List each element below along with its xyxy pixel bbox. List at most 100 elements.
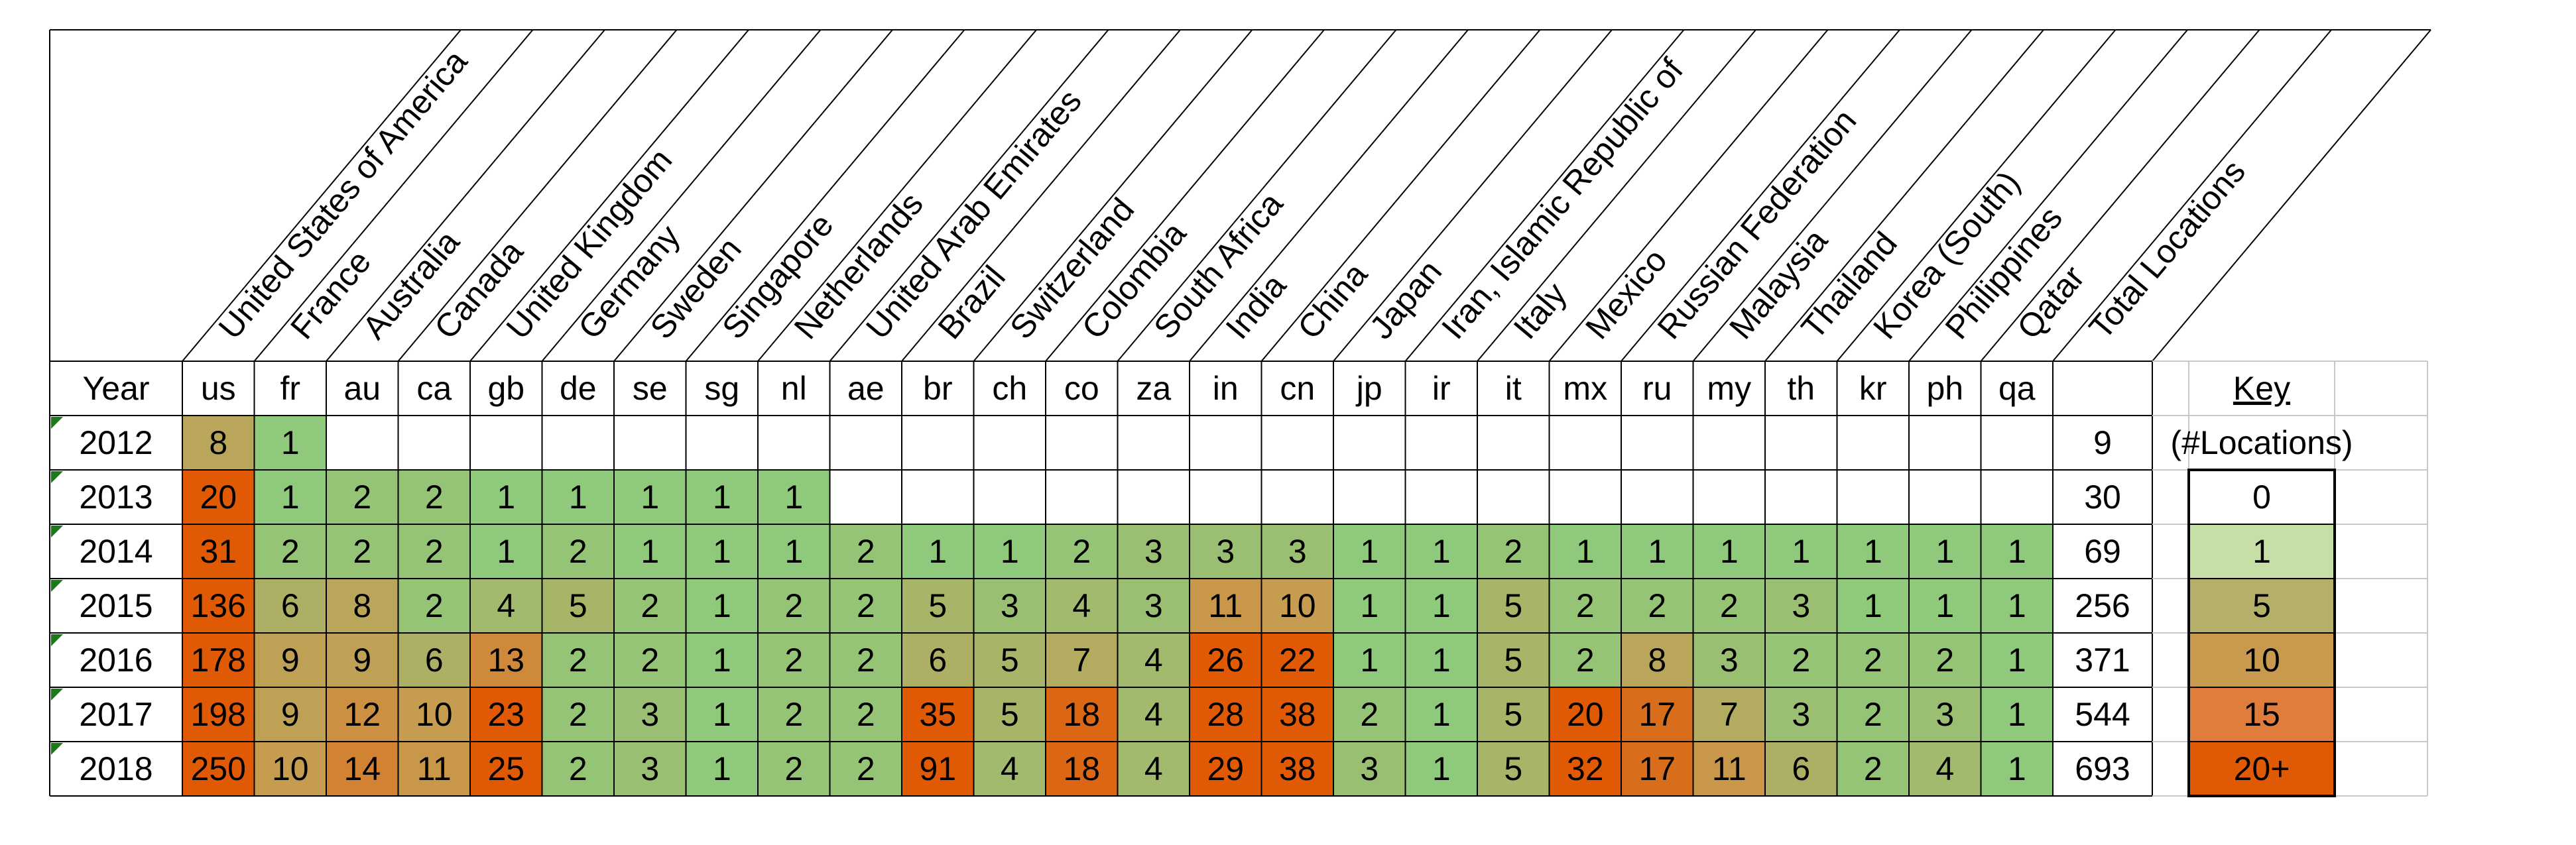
heatmap-cell: [1621, 416, 1693, 470]
header-divider-6: [613, 29, 893, 362]
heatmap-cell: [614, 633, 686, 687]
heatmap-cell: [614, 579, 686, 633]
cell-value: 5: [1001, 642, 1019, 679]
cell-value: 2: [857, 696, 875, 733]
cell-value: 23: [487, 696, 524, 733]
heatmap-cell: [326, 579, 399, 633]
code-header-jp: jp: [1355, 370, 1382, 407]
code-header-br: br: [923, 370, 952, 407]
heatmap-cell: [1909, 633, 1981, 687]
heatmap-cell: [1981, 687, 2053, 742]
cell-value: 10: [272, 750, 309, 787]
header-divider-14: [1189, 29, 1469, 362]
heatmap-cell: [470, 470, 542, 524]
row-total: 69: [2084, 533, 2121, 570]
cell-value: 2: [569, 696, 587, 733]
cell-value: 2: [857, 642, 875, 679]
cell-value: 2: [425, 479, 444, 516]
cell-value: 2: [1648, 587, 1666, 624]
heatmap-cell: [686, 742, 758, 796]
cell-value: 1: [281, 424, 300, 461]
heatmap-cell: [182, 416, 255, 470]
cell-value: 3: [1935, 696, 1954, 733]
cell-value: 1: [1432, 587, 1451, 624]
cell-value: 3: [641, 750, 659, 787]
code-header-za: za: [1136, 370, 1171, 407]
heatmap-cell: [542, 524, 614, 579]
year-label: 2014: [79, 533, 153, 570]
cell-value: 2: [857, 750, 875, 787]
header-divider-0: [182, 29, 461, 362]
cell-value: 2: [641, 587, 659, 624]
heatmap-cell: [1549, 524, 1621, 579]
heatmap-cell: [902, 633, 974, 687]
code-header-it: it: [1505, 370, 1522, 407]
key-border: [2187, 469, 2336, 797]
heatmap-cell: [1765, 579, 1837, 633]
heatmap-cell: [973, 633, 1046, 687]
cell-value: 2: [1576, 642, 1595, 679]
heatmap-cell: [973, 742, 1046, 796]
heatmap-cell: [1837, 633, 1909, 687]
cell-value: 28: [1207, 696, 1244, 733]
cell-value: 8: [353, 587, 371, 624]
heatmap-cell: [1261, 416, 1333, 470]
cell-value: 5: [1504, 696, 1522, 733]
heatmap-cell: [542, 579, 614, 633]
heatmap-cell: [1477, 633, 1550, 687]
heatmap-cell: [326, 416, 399, 470]
cell-value: 2: [1935, 642, 1954, 679]
cell-value: 1: [497, 533, 515, 570]
cell-value: 2: [784, 587, 803, 624]
year-label: 2012: [79, 424, 153, 461]
heatmap-cell: [542, 742, 614, 796]
header-divider-19: [1548, 29, 1829, 362]
key-subtitle: (#Locations): [2170, 424, 2353, 461]
heatmap-cell: [1981, 416, 2053, 470]
heatmap-cell: [829, 470, 902, 524]
code-header-cn: cn: [1280, 370, 1315, 407]
heatmap-cell: [1693, 579, 1765, 633]
heatmap-cell: [254, 579, 326, 633]
cell-value: 2: [569, 750, 587, 787]
code-header-se: se: [633, 370, 668, 407]
heatmap-cell: [1190, 416, 1262, 470]
cell-value: 1: [2008, 533, 2026, 570]
heatmap-cell: [1693, 687, 1765, 742]
heatmap-cell: [1765, 416, 1837, 470]
code-header-ae: ae: [847, 370, 885, 407]
heatmap-cell: [1405, 470, 1477, 524]
heatmap-cell: [1981, 742, 2053, 796]
row-total: 256: [2075, 587, 2130, 624]
heatmap-cell: [1693, 633, 1765, 687]
cell-value: 136: [191, 587, 246, 624]
heatmap-cell: [326, 470, 399, 524]
heatmap-cell: [470, 687, 542, 742]
cell-value: 5: [1504, 750, 1522, 787]
heatmap-cell: [614, 416, 686, 470]
heatmap-cell: [1549, 687, 1621, 742]
heatmap-cell: [182, 579, 255, 633]
heatmap-cell: [1405, 687, 1477, 742]
cell-value: 14: [343, 750, 381, 787]
heatmap-cell: [1117, 579, 1190, 633]
cell-value: 38: [1279, 750, 1316, 787]
cell-value: 11: [1712, 750, 1747, 787]
header-divider-5: [541, 29, 822, 362]
heatmap-cell: [1477, 579, 1550, 633]
heatmap-cell: [1117, 470, 1190, 524]
cell-value: 9: [281, 696, 300, 733]
heatmap-cell: [614, 470, 686, 524]
cell-value: 11: [1208, 587, 1243, 624]
heatmap-cell: [1477, 416, 1550, 470]
cell-value: 1: [1720, 533, 1739, 570]
heatmap-cell: [254, 524, 326, 579]
heatmap-cell: [398, 579, 470, 633]
cell-value: 6: [281, 587, 300, 624]
cell-value: 25: [487, 750, 524, 787]
heatmap-cell: [686, 579, 758, 633]
cell-value: 7: [1720, 696, 1739, 733]
heatmap-cell: [829, 524, 902, 579]
heatmap-cell: [1405, 579, 1477, 633]
cell-value: 178: [191, 642, 246, 679]
